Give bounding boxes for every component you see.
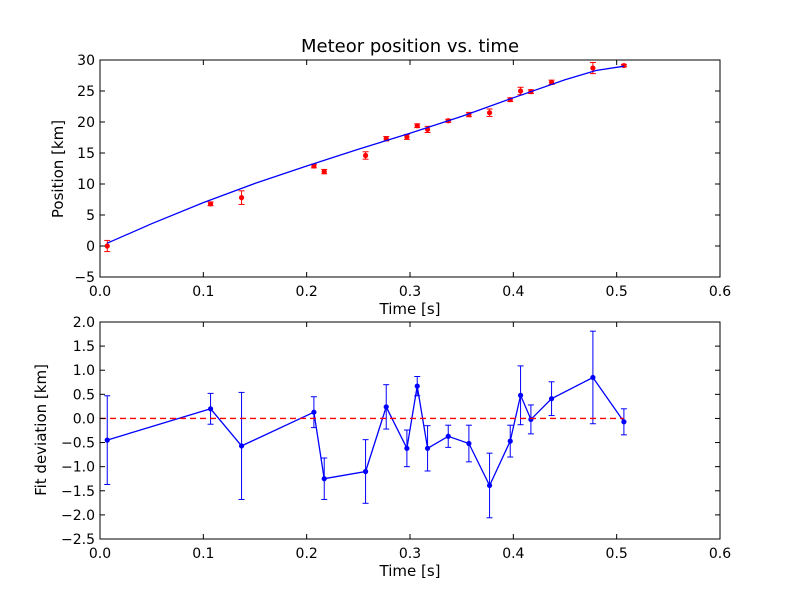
deviation-data-point — [445, 433, 451, 439]
position-ytick-label: 0 — [86, 239, 95, 255]
deviation-data-point — [517, 392, 524, 398]
deviation-xtick-label: 0.0 — [89, 546, 111, 562]
position-series-1 — [104, 61, 627, 253]
position-data-point — [207, 201, 214, 207]
deviation-data-point — [528, 416, 534, 423]
deviation-series-1 — [104, 330, 627, 519]
deviation-xtick-label: 0.4 — [502, 546, 524, 562]
deviation-ytick-label: 2.0 — [73, 315, 95, 331]
position-series-2 — [106, 65, 624, 244]
deviation-data-point — [404, 445, 410, 451]
position-plot: Meteor position vs. time Time [s] Positi… — [49, 36, 731, 318]
position-ytick-label: 25 — [77, 84, 95, 100]
deviation-data-point — [321, 476, 327, 482]
position-xtick-label: 0.3 — [399, 284, 421, 300]
position-plot-title: Meteor position vs. time — [301, 36, 519, 57]
position-data-point — [486, 110, 493, 116]
deviation-plot-xlabel: Time [s] — [379, 562, 441, 580]
deviation-ytick-label: −1.5 — [61, 484, 95, 500]
position-ytick-label: −5 — [74, 270, 95, 286]
deviation-data-point — [414, 383, 420, 389]
position-ytick-label: 5 — [86, 208, 95, 224]
deviation-ytick-label: 0.0 — [73, 411, 95, 427]
deviation-data-point — [590, 374, 596, 381]
deviation-xtick-label: 0.2 — [296, 546, 318, 562]
position-data-point — [621, 62, 627, 69]
position-data-point — [104, 243, 110, 249]
position-data-point — [517, 88, 524, 94]
position-data-point — [404, 134, 410, 140]
deviation-ytick-label: −2.5 — [61, 532, 95, 548]
deviation-data-point — [486, 482, 493, 489]
position-xtick-label: 0.2 — [296, 284, 318, 300]
deviation-xtick-label: 0.3 — [399, 546, 421, 562]
deviation-data-point — [548, 396, 555, 402]
position-ytick-label: 30 — [77, 53, 95, 69]
position-data-point — [238, 195, 245, 201]
deviation-data-point — [311, 409, 317, 415]
position-xtick-label: 0.6 — [709, 284, 731, 300]
deviation-data-point — [507, 438, 513, 444]
position-ytick-label: 20 — [77, 115, 95, 131]
deviation-xtick-label: 0.6 — [709, 546, 731, 562]
position-ytick-label: 10 — [77, 177, 95, 193]
position-xtick-label: 0.1 — [192, 284, 214, 300]
deviation-ytick-label: 0.5 — [73, 387, 95, 403]
deviation-data-point — [383, 404, 389, 410]
deviation-ytick-label: 1.0 — [73, 363, 95, 379]
position-xtick-label: 0.4 — [502, 284, 524, 300]
position-data-point — [321, 169, 327, 175]
position-plot-ylabel: Position [km] — [49, 120, 67, 218]
deviation-data-point — [621, 419, 627, 425]
deviation-data-point — [238, 443, 245, 449]
deviation-ytick-label: −1.0 — [61, 460, 95, 476]
position-fit-line — [106, 65, 624, 244]
deviation-ytick-label: −2.0 — [61, 508, 95, 524]
position-xtick-label: 0.5 — [606, 284, 628, 300]
position-xtick-label: 0.0 — [89, 284, 111, 300]
deviation-plot: Time [s] Fit deviation [km] 0.0 0.1 0.2 0.3… — [32, 315, 731, 580]
deviation-xtick-label: 0.5 — [606, 546, 628, 562]
deviation-data-point — [424, 445, 431, 451]
deviation-data-point — [362, 468, 369, 475]
deviation-data-point — [466, 440, 472, 447]
position-data-point — [362, 152, 369, 159]
deviation-plot-ylabel: Fit deviation [km] — [32, 364, 50, 496]
deviation-data-point — [207, 406, 214, 412]
deviation-ytick-label: −0.5 — [61, 436, 95, 452]
position-data-point — [414, 123, 420, 129]
deviation-xtick-label: 0.1 — [192, 546, 214, 562]
deviation-ytick-label: 1.5 — [73, 339, 95, 355]
deviation-data-point — [104, 437, 110, 443]
position-ytick-label: 15 — [77, 146, 95, 162]
position-data-point — [590, 65, 596, 71]
position-plot-xlabel: Time [s] — [379, 300, 441, 318]
